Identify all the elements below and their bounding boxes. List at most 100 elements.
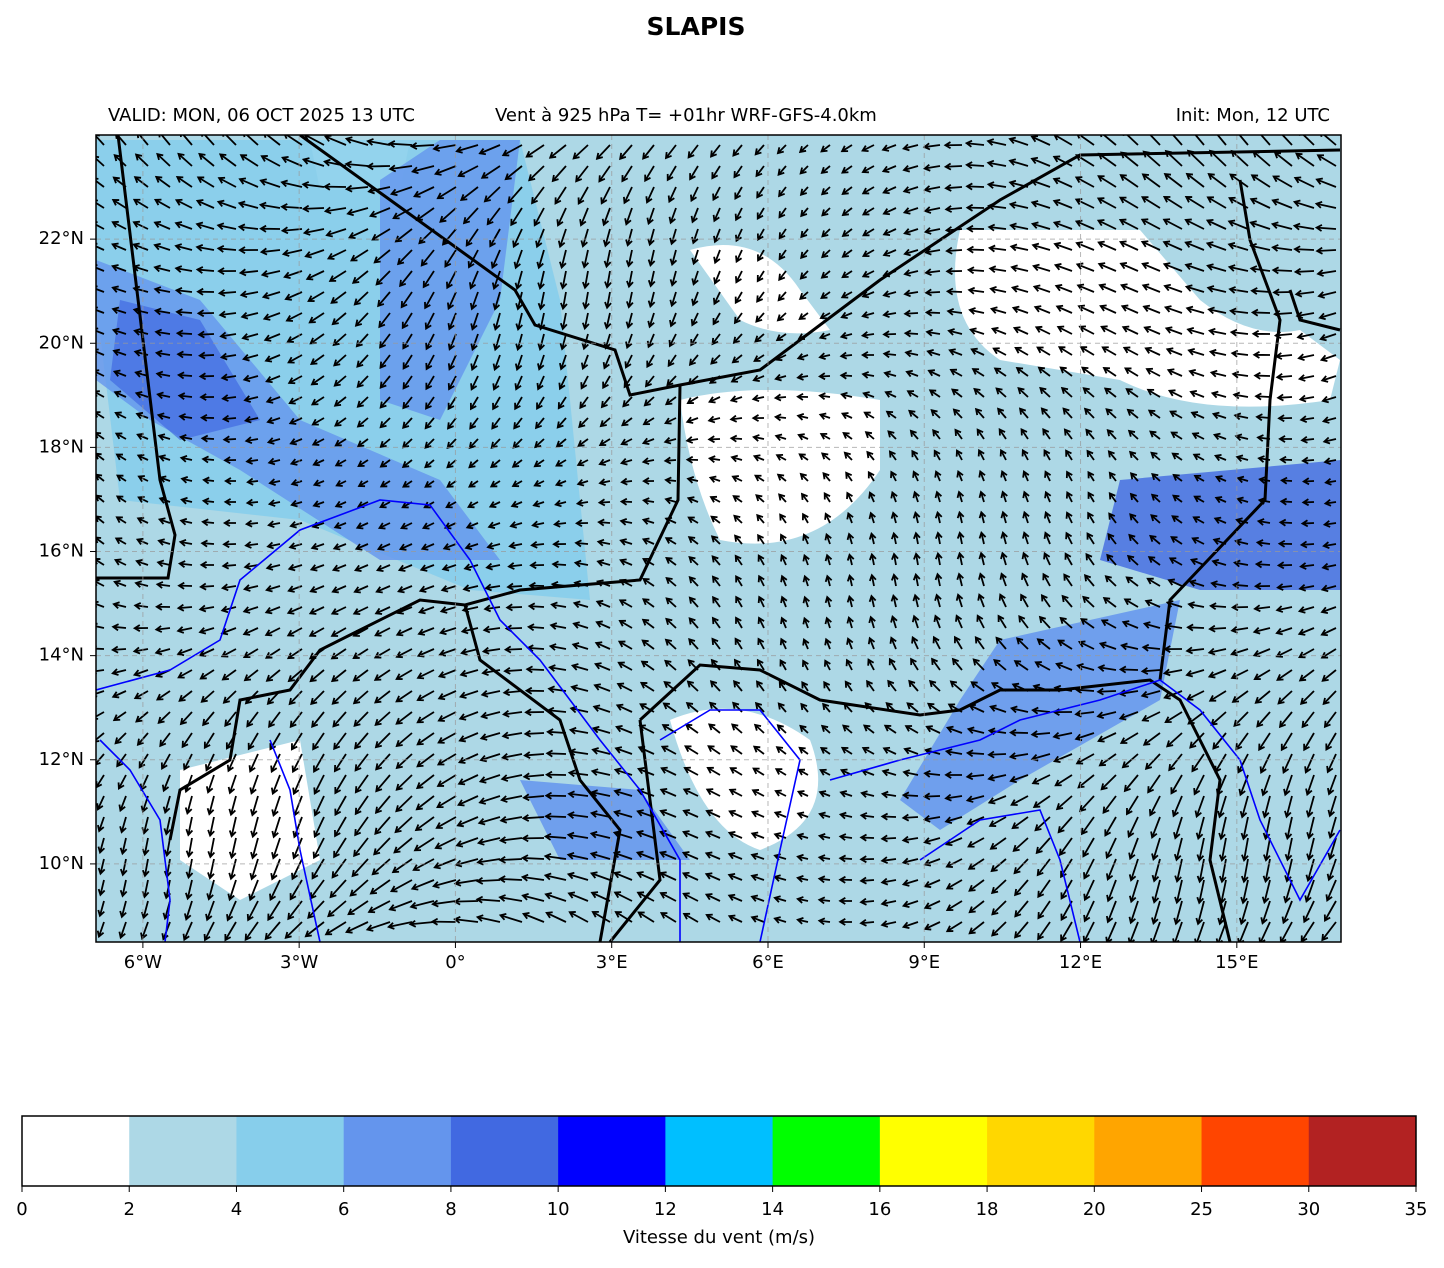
wind-arrow xyxy=(395,669,413,680)
wind-area xyxy=(520,780,690,860)
wind-arrow xyxy=(455,837,479,848)
wind-arrow xyxy=(520,854,545,863)
wind-arrow xyxy=(882,310,897,319)
wind-arrow xyxy=(411,165,435,175)
wind-arrow xyxy=(1233,412,1249,421)
wind-arrow xyxy=(537,333,545,351)
wind-arrow xyxy=(1148,795,1161,817)
wind-arrow xyxy=(580,228,589,248)
wind-arrow xyxy=(838,854,853,863)
wind-arrow xyxy=(798,746,809,755)
wind-arrow xyxy=(1162,218,1183,230)
wind-arrow xyxy=(868,573,877,587)
wind-arrow xyxy=(114,411,127,419)
wind-arrow xyxy=(1043,510,1052,524)
wind-arrow xyxy=(1253,582,1271,591)
wind-arrow xyxy=(944,183,963,192)
wind-arrow xyxy=(800,207,809,218)
wind-arrow xyxy=(533,459,545,468)
wind-arrow xyxy=(179,517,193,526)
wind-arrow xyxy=(623,186,633,205)
wind-arrow xyxy=(374,627,391,637)
wind-arrow xyxy=(778,270,787,282)
wind-arrow xyxy=(890,594,899,608)
wind-arrow xyxy=(1009,728,1029,737)
wind-arrow xyxy=(332,543,347,551)
wind-arrow xyxy=(1284,795,1293,819)
wind-arrow xyxy=(559,312,568,331)
wind-arrow xyxy=(246,900,259,922)
wind-arrow xyxy=(1021,448,1029,461)
wind-arrow xyxy=(846,594,855,608)
wind-arrow xyxy=(371,858,391,876)
wind-arrow xyxy=(531,520,545,529)
wind-arrow xyxy=(96,264,105,272)
wind-arrow xyxy=(356,396,369,408)
wind-arrow xyxy=(1126,795,1139,816)
wind-arrow xyxy=(750,831,765,839)
wind-arrow xyxy=(1097,175,1117,188)
wind-arrow xyxy=(947,328,963,336)
wind-arrow xyxy=(778,186,787,198)
wind-arrow xyxy=(613,891,633,902)
wind-arrow xyxy=(665,597,677,608)
wind-arrow xyxy=(241,333,259,341)
wind-arrow xyxy=(1082,595,1095,608)
wind-arrow xyxy=(686,680,699,692)
wind-arrow xyxy=(912,510,921,524)
wind-arrow xyxy=(1015,366,1029,377)
wind-arrow xyxy=(965,161,985,170)
wind-arrow xyxy=(1118,196,1139,209)
wind-arrow xyxy=(691,249,699,266)
wind-arrow xyxy=(290,732,303,751)
wind-arrow xyxy=(867,636,876,650)
wind-arrow xyxy=(198,627,215,635)
wind-arrow xyxy=(824,637,832,650)
wind-arrow xyxy=(986,181,1007,189)
wind-arrow xyxy=(269,879,281,902)
wind-arrow xyxy=(576,459,589,467)
wind-arrow xyxy=(860,351,875,359)
wind-arrow xyxy=(750,873,765,882)
wind-arrow xyxy=(1252,627,1271,635)
wind-arrow xyxy=(1321,921,1337,942)
wind-arrow xyxy=(502,688,523,697)
wind-arrow xyxy=(1108,471,1117,482)
wind-arrow xyxy=(373,837,391,856)
wind-arrow xyxy=(202,711,215,727)
wind-arrow xyxy=(1254,690,1271,704)
wind-arrow xyxy=(968,921,985,935)
wind-arrow xyxy=(375,774,391,793)
wind-arrow xyxy=(134,153,149,167)
wind-arrow xyxy=(968,900,985,914)
wind-arrow xyxy=(377,291,391,308)
wind-arrow xyxy=(1193,495,1205,503)
wind-arrow xyxy=(447,396,457,411)
wind-arrow xyxy=(96,644,105,653)
wind-arrow xyxy=(220,605,237,614)
wind-arrow xyxy=(1321,416,1337,424)
wind-arrow xyxy=(223,498,237,506)
wind-arrow xyxy=(435,816,457,829)
wind-arrow xyxy=(1260,135,1271,146)
wind-arrow xyxy=(1317,291,1337,299)
wind-arrow xyxy=(751,789,765,797)
wind-arrow xyxy=(356,438,369,448)
wind-arrow xyxy=(344,160,369,169)
wind-arrow xyxy=(446,459,457,469)
wind-arrow xyxy=(868,594,877,608)
wind-arrow xyxy=(868,511,876,524)
wind-arrow xyxy=(820,144,831,153)
wind-arrow xyxy=(663,456,677,465)
wind-arrow xyxy=(687,144,699,159)
wind-arrow xyxy=(353,291,369,306)
wind-arrow xyxy=(577,186,589,205)
wind-arrow xyxy=(822,702,831,713)
wind-arrow xyxy=(1010,795,1029,806)
wind-arrow xyxy=(478,774,501,784)
wind-arrow xyxy=(861,165,875,174)
colorbar-tick-label: 14 xyxy=(761,1199,784,1220)
wind-arrow xyxy=(115,516,127,524)
wind-arrow xyxy=(711,575,721,587)
wind-arrow xyxy=(1270,221,1293,230)
